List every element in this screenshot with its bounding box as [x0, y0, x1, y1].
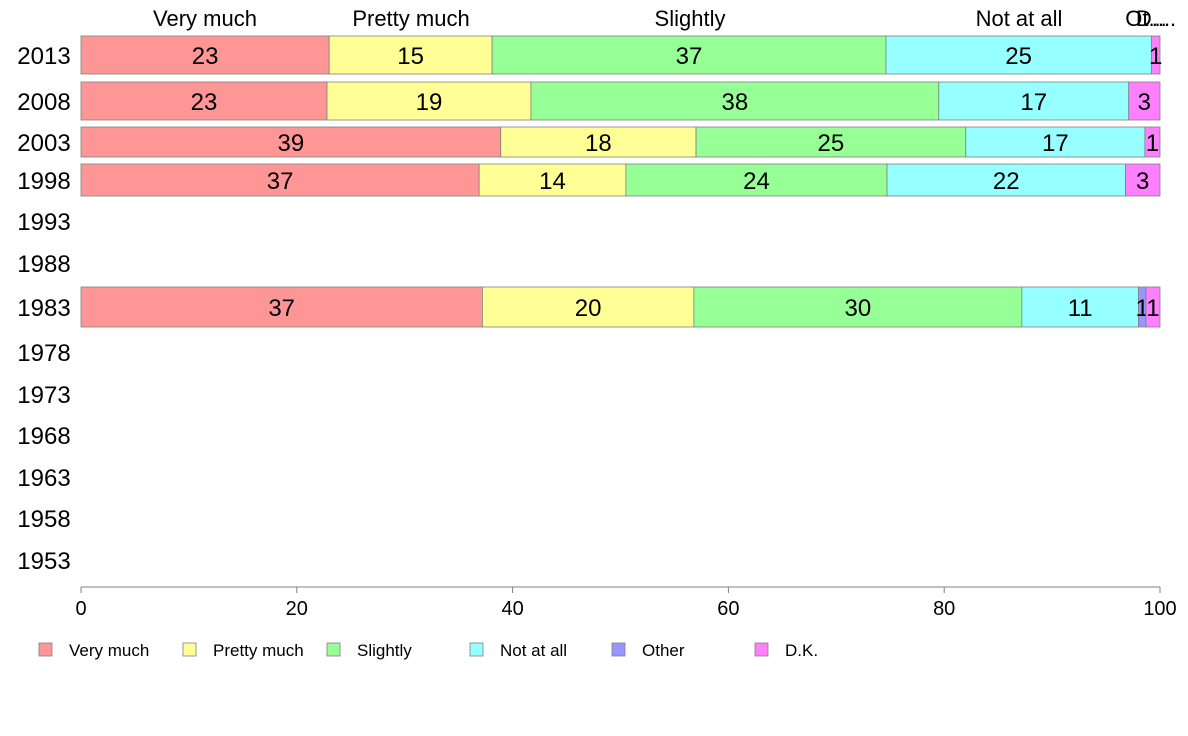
x-tick-label-80: 80 — [933, 598, 955, 620]
year-label-1983: 1983 — [17, 295, 70, 322]
year-label-1953: 1953 — [17, 548, 70, 575]
top-label-other: Ot... — [1125, 6, 1167, 31]
bar-2008-pretty-much — [326, 81, 532, 121]
legend-swatch-not-at-all — [469, 642, 484, 657]
bar-1998-not-at-all — [886, 163, 1126, 197]
bar-label-1998-pretty-much: 14 — [539, 168, 566, 195]
bar-2003-slightly — [695, 126, 967, 158]
bar-label-2003-d-k: 1 — [1146, 130, 1159, 157]
year-label-1973: 1973 — [17, 382, 70, 409]
bar-label-1998-d-k: 3 — [1136, 168, 1149, 195]
year-label-2003: 2003 — [17, 130, 70, 157]
bar-label-2008-d-k: 3 — [1138, 89, 1151, 116]
bar-label-1983-other: 1 — [1136, 295, 1149, 322]
bar-2003-very-much — [80, 126, 502, 158]
top-label-pretty-much: Pretty much — [352, 6, 469, 31]
bar-1983-very-much — [80, 286, 483, 328]
bar-label-2003-not-at-all: 17 — [1042, 130, 1069, 157]
bar-label-2013-slightly: 37 — [676, 43, 703, 70]
year-label-1998: 1998 — [17, 168, 70, 195]
legend-label-other: Other — [642, 641, 685, 660]
bar-label-2013-not-at-all: 25 — [1005, 43, 1032, 70]
year-label-2008: 2008 — [17, 89, 70, 116]
bars: 23 15 37 25 1 23 19 38 17 3 39 18 25 17 1 37 14 24 22 3 37 20… — [80, 35, 1162, 328]
x-tick-label-20: 20 — [286, 598, 308, 620]
bar-2013-not-at-all — [885, 35, 1152, 75]
top-category-labels: Very much Pretty much Slightly Not at all Ot… — [153, 6, 1176, 31]
legend-swatch-pretty-much — [182, 642, 197, 657]
bar-2008-very-much — [80, 81, 328, 121]
top-label-very-much: Very much — [153, 6, 257, 31]
year-label-1993: 1993 — [17, 209, 70, 236]
legend: Very much Pretty much Slightly Not at all Ot… — [38, 641, 818, 660]
x-tick-label-0: 0 — [75, 598, 86, 620]
bar-1983-slightly — [693, 286, 1023, 328]
legend-swatch-very-much — [38, 642, 53, 657]
bar-2008-slightly — [530, 81, 940, 121]
bar-1983-not-at-all — [1021, 286, 1139, 328]
legend-label-d-k: D.K. — [785, 641, 818, 660]
bar-label-2013-pretty-much: 15 — [397, 43, 424, 70]
bar-1998-pretty-much — [478, 163, 627, 197]
year-label-1978: 1978 — [17, 340, 70, 367]
bar-label-2003-very-much: 39 — [278, 130, 305, 157]
year-label-2013: 2013 — [17, 43, 70, 70]
x-tick-label-60: 60 — [717, 598, 739, 620]
x-tick-label-100: 100 — [1143, 598, 1176, 620]
bar-label-1983-pretty-much: 20 — [575, 295, 602, 322]
top-label-slightly: Slightly — [655, 6, 726, 31]
bar-label-1998-slightly: 24 — [743, 168, 770, 195]
bar-2013-slightly — [491, 35, 887, 75]
bar-1998-d-k — [1125, 163, 1161, 197]
bar-2013-very-much — [80, 35, 330, 75]
year-axis-labels: 2013 2008 2003 1998 1993 1988 1983 1978 1973 1968… — [17, 43, 70, 575]
year-label-1968: 1968 — [17, 423, 70, 450]
bar-label-1983-d-k: 1 — [1146, 295, 1159, 322]
bar-2008-not-at-all — [938, 81, 1130, 121]
bar-label-2008-pretty-much: 19 — [416, 89, 443, 116]
bar-label-1983-not-at-all: 11 — [1068, 295, 1093, 322]
bar-2008-d-k — [1128, 81, 1161, 121]
bar-label-2013-d-k: 1 — [1149, 43, 1162, 70]
legend-label-pretty-much: Pretty much — [213, 641, 304, 660]
legend-label-not-at-all: Not at all — [500, 641, 567, 660]
top-label-d-k: D.... — [1136, 6, 1176, 31]
top-label-not-at-all: Not at all — [976, 6, 1063, 31]
bar-2003-pretty-much — [500, 126, 697, 158]
x-tick-label-40: 40 — [501, 598, 523, 620]
legend-swatch-d-k — [754, 642, 769, 657]
bar-label-2008-very-much: 23 — [191, 89, 218, 116]
legend-swatch-slightly — [326, 642, 341, 657]
bar-label-2003-slightly: 25 — [818, 130, 845, 157]
year-label-1958: 1958 — [17, 506, 70, 533]
bar-1983-d-k — [1145, 286, 1161, 328]
bar-2003-d-k — [1144, 126, 1161, 158]
bar-1998-very-much — [80, 163, 480, 197]
bar-1998-slightly — [625, 163, 888, 197]
bar-2013-d-k — [1150, 35, 1161, 75]
bar-label-1998-not-at-all: 22 — [993, 168, 1020, 195]
bar-label-2013-very-much: 23 — [192, 43, 219, 70]
bar-label-1998-very-much: 37 — [267, 168, 294, 195]
bar-label-2008-not-at-all: 17 — [1020, 89, 1047, 116]
year-label-1988: 1988 — [17, 251, 70, 278]
legend-swatch-other — [611, 642, 626, 657]
bar-label-1983-slightly: 30 — [845, 295, 872, 322]
legend-label-slightly: Slightly — [357, 641, 412, 660]
bar-label-2008-slightly: 38 — [722, 89, 749, 116]
x-axis: 0 20 40 60 80 100 — [75, 586, 1177, 620]
bar-label-2003-pretty-much: 18 — [585, 130, 612, 157]
year-label-1963: 1963 — [17, 465, 70, 492]
bar-2013-pretty-much — [328, 35, 493, 75]
bar-label-1983-very-much: 37 — [268, 295, 295, 322]
legend-label-very-much: Very much — [69, 641, 149, 660]
